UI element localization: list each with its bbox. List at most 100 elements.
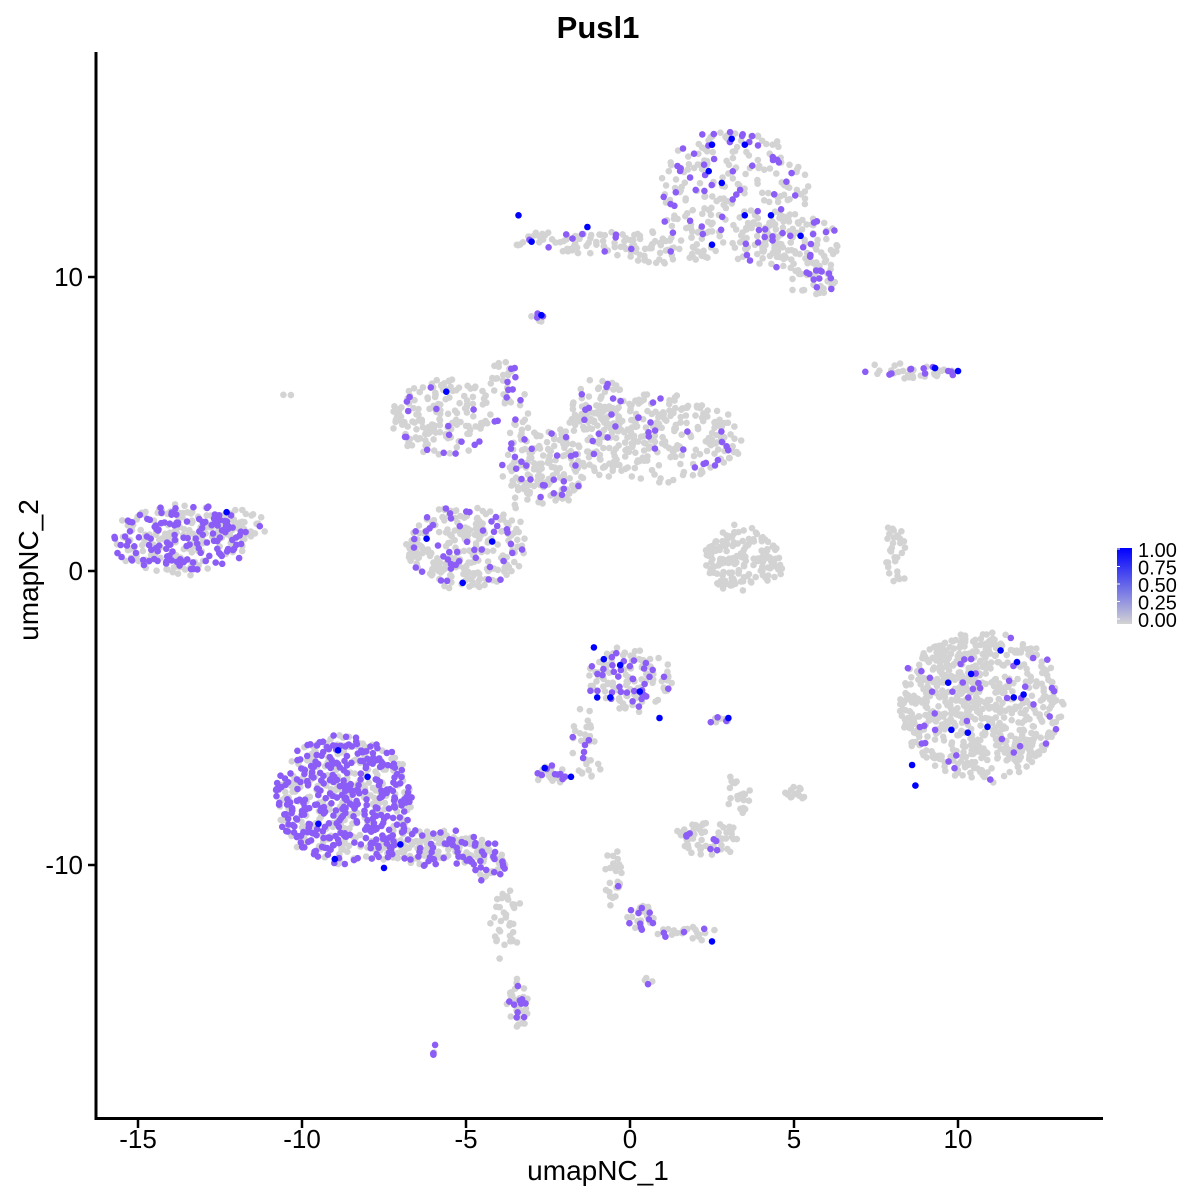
cell-point-expressing	[700, 925, 708, 933]
cell-point	[1032, 730, 1040, 738]
cell-point-expressing	[222, 528, 229, 536]
cell-point	[476, 535, 483, 542]
cell-point-expressing	[816, 275, 823, 282]
cell-point-high	[515, 212, 522, 219]
cell-point-expressing	[135, 534, 143, 541]
cell-point	[729, 443, 736, 450]
cell-point	[902, 691, 910, 698]
cell-point	[609, 682, 617, 690]
cell-point-expressing	[203, 539, 211, 546]
cell-point-expressing	[545, 244, 552, 251]
cell-point	[461, 405, 469, 412]
cell-point-expressing	[1046, 713, 1053, 720]
cell-point-expressing	[362, 764, 370, 772]
cell-point	[729, 175, 737, 182]
cell-point	[777, 212, 784, 219]
cell-point-expressing	[351, 839, 358, 846]
cell-point	[978, 767, 985, 775]
cell-point-expressing	[320, 803, 328, 811]
cell-point	[493, 375, 501, 382]
cell-point	[931, 762, 939, 769]
cell-point	[989, 629, 996, 636]
x-tick-label: -10	[283, 1124, 321, 1154]
cell-point-expressing	[512, 465, 520, 473]
cell-point	[672, 453, 679, 461]
cell-point	[995, 695, 1003, 703]
cell-point-expressing	[615, 673, 622, 680]
cell-point	[563, 440, 570, 448]
cell-point	[719, 174, 726, 181]
cell-point	[760, 197, 768, 204]
cell-point	[702, 547, 710, 554]
cell-point	[665, 444, 673, 452]
cell-point	[432, 565, 440, 573]
cell-point	[925, 658, 933, 665]
cell-point	[996, 680, 1003, 687]
cell-point-expressing	[514, 1009, 521, 1016]
cell-point-high	[967, 670, 975, 678]
cell-point	[890, 534, 898, 541]
cell-point	[456, 399, 463, 407]
cell-point	[1026, 736, 1033, 744]
cell-point	[902, 707, 909, 714]
cell-point-expressing	[313, 751, 321, 759]
cell-point	[539, 500, 546, 507]
cell-point	[419, 544, 426, 552]
cell-point-expressing	[132, 549, 140, 557]
cell-point	[484, 558, 492, 565]
cell-point-expressing	[600, 665, 607, 673]
cell-point	[511, 558, 518, 566]
cell-point	[599, 377, 606, 385]
cell-point-expressing	[445, 422, 452, 430]
cell-point	[897, 539, 904, 547]
cell-point	[1052, 718, 1060, 726]
cell-point-expressing	[440, 449, 448, 457]
cell-point	[630, 236, 637, 244]
cell-point	[448, 573, 455, 580]
cell-point-expressing	[362, 834, 370, 842]
y-tick-label: 0	[69, 556, 83, 586]
cell-point	[731, 423, 738, 430]
cell-point	[435, 848, 442, 855]
cell-point-expressing	[341, 860, 349, 868]
cell-point-expressing	[626, 662, 634, 670]
cell-point-expressing	[333, 794, 341, 801]
cell-point-high	[948, 726, 955, 734]
cell-point	[477, 840, 484, 847]
cell-point-expressing	[661, 218, 668, 225]
cell-point	[574, 249, 582, 257]
cell-point-high	[964, 729, 972, 736]
cell-point-expressing	[391, 802, 398, 809]
cell-point-expressing	[651, 427, 659, 434]
cell-point-expressing	[975, 679, 982, 687]
cell-point-expressing	[921, 739, 929, 747]
cell-point	[472, 423, 479, 430]
cell-point	[586, 461, 593, 469]
cell-point	[664, 661, 672, 668]
cell-point-expressing	[907, 365, 915, 373]
cell-point-expressing	[503, 526, 511, 533]
cell-point	[692, 446, 700, 454]
cell-point	[453, 409, 461, 417]
cell-point-expressing	[809, 230, 817, 238]
cell-point	[731, 244, 739, 251]
cell-point	[737, 437, 745, 444]
cell-point	[696, 179, 704, 187]
cell-point-expressing	[579, 230, 586, 238]
cell-point-expressing	[617, 666, 625, 674]
cell-point	[954, 652, 962, 660]
cell-point	[688, 849, 695, 857]
cell-point-expressing	[886, 371, 893, 378]
cell-point	[601, 463, 609, 471]
cell-point-expressing	[490, 528, 498, 536]
cell-point	[711, 424, 718, 432]
cell-point	[987, 665, 994, 672]
cell-point-expressing	[145, 557, 153, 565]
cell-point-high	[590, 644, 598, 651]
cell-point-expressing	[471, 441, 479, 449]
cell-point-expressing	[368, 855, 376, 862]
cell-point	[444, 526, 451, 533]
cell-point-expressing	[418, 568, 426, 575]
cell-point	[1009, 705, 1017, 713]
y-axis-label: umapNC_2	[13, 499, 44, 641]
